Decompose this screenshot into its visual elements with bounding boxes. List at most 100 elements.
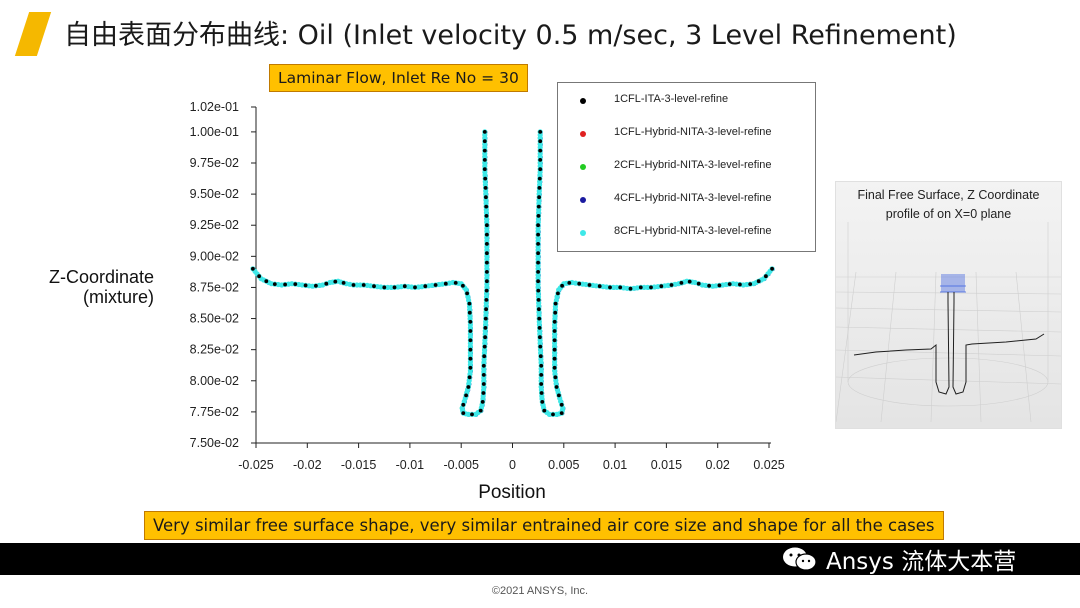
data-point	[536, 270, 540, 274]
data-point	[484, 298, 489, 302]
data-point	[638, 285, 643, 290]
data-point	[669, 283, 674, 287]
data-point	[539, 373, 544, 377]
data-point	[264, 279, 269, 284]
data-point	[485, 260, 489, 265]
chart-legend: 1CFL-ITA-3-level-refine 1CFL-Hybrid-NITA…	[557, 82, 816, 252]
data-point	[538, 344, 543, 349]
data-point	[482, 139, 487, 144]
data-point	[536, 242, 540, 246]
data-point	[468, 356, 473, 361]
data-point	[333, 279, 338, 284]
data-point	[443, 281, 448, 286]
inset-caption-line1: Final Free Surface, Z Coordinate	[857, 188, 1040, 202]
copyright-notice: ©2021 ANSYS, Inc.	[491, 585, 589, 597]
legend-marker	[580, 230, 586, 236]
legend-item: 1CFL-Hybrid-NITA-3-level-refine	[558, 124, 815, 144]
data-point	[628, 286, 633, 291]
legend-marker	[580, 164, 586, 170]
inset-caption: Final Free Surface, Z Coordinate profile…	[836, 186, 1061, 224]
data-point	[272, 282, 277, 286]
data-point	[537, 307, 541, 312]
x-tick-label: 0.005	[548, 458, 579, 472]
data-point	[485, 251, 489, 256]
data-point	[552, 329, 557, 333]
data-point	[679, 281, 684, 285]
data-point	[567, 281, 572, 285]
data-point	[536, 232, 540, 237]
data-point	[764, 274, 768, 279]
data-point	[539, 363, 544, 368]
data-point	[283, 282, 287, 287]
data-point	[659, 284, 664, 289]
wechat-icon	[783, 547, 817, 571]
data-point	[483, 176, 488, 181]
data-point	[536, 288, 541, 293]
y-axis-label-line1: Z-Coordinate	[49, 267, 154, 287]
data-point	[538, 354, 543, 359]
data-point	[485, 223, 489, 228]
x-tick-label: -0.01	[396, 458, 425, 472]
legend-marker	[580, 98, 586, 104]
data-point	[560, 283, 564, 288]
data-point	[468, 347, 473, 352]
data-point	[540, 400, 545, 404]
y-tick-label: 9.25e-02	[190, 218, 239, 232]
data-point	[770, 266, 774, 271]
data-point	[461, 402, 466, 407]
data-point	[382, 285, 387, 290]
legend-label: 4CFL-Hybrid-NITA-3-level-refine	[614, 192, 772, 204]
data-point	[608, 285, 612, 290]
data-point	[552, 356, 557, 361]
x-tick-label: -0.02	[293, 458, 322, 472]
y-tick-label: 7.75e-02	[190, 405, 239, 419]
data-point	[552, 338, 557, 343]
data-point	[553, 301, 558, 306]
data-point	[482, 158, 487, 162]
watermark: Ansys 流体大本营	[782, 544, 1016, 575]
data-point	[468, 365, 473, 370]
data-point	[559, 411, 564, 415]
y-tick-label: 9.75e-02	[190, 156, 239, 170]
y-tick-label: 9.50e-02	[190, 187, 239, 201]
data-point	[423, 284, 428, 289]
data-point	[748, 282, 753, 286]
free-surface-render-image: Final Free Surface, Z Coordinate profile…	[835, 181, 1062, 429]
data-point	[392, 285, 397, 290]
legend-item: 4CFL-Hybrid-NITA-3-level-refine	[558, 190, 815, 210]
data-point	[481, 382, 486, 386]
data-point	[482, 344, 487, 349]
data-point	[465, 411, 471, 417]
data-point	[314, 283, 318, 288]
data-point	[485, 279, 489, 284]
data-point	[351, 283, 356, 287]
data-point	[556, 291, 560, 296]
chart-ticks: -0.025 -0.02 -0.015 -0.01 -0.005 0 0.005 0.01 0.…	[190, 100, 785, 472]
data-point	[402, 284, 407, 289]
data-point	[465, 291, 469, 296]
data-point	[727, 282, 732, 286]
data-point	[485, 232, 489, 237]
conclusion-callout: Very similar free surface shape, very si…	[144, 511, 944, 540]
data-point	[536, 298, 541, 302]
y-tick-label: 8.00e-02	[190, 374, 239, 388]
y-tick-label: 9.00e-02	[190, 249, 239, 263]
data-point	[481, 363, 486, 368]
y-axis-label-line2: (mixture)	[83, 287, 154, 307]
legend-marker	[580, 131, 586, 137]
data-point	[707, 283, 711, 288]
data-point	[687, 279, 692, 284]
x-tick-label: 0.02	[706, 458, 730, 472]
legend-label: 2CFL-Hybrid-NITA-3-level-refine	[614, 159, 772, 171]
data-point	[539, 382, 544, 386]
data-point	[413, 285, 417, 290]
data-point	[551, 412, 555, 417]
data-point	[470, 412, 474, 417]
data-point	[537, 326, 542, 330]
data-point	[483, 186, 488, 190]
data-point	[257, 274, 261, 279]
data-point	[618, 285, 623, 290]
data-point	[468, 329, 473, 333]
y-tick-label: 1.00e-01	[190, 125, 239, 139]
data-point	[372, 284, 376, 289]
